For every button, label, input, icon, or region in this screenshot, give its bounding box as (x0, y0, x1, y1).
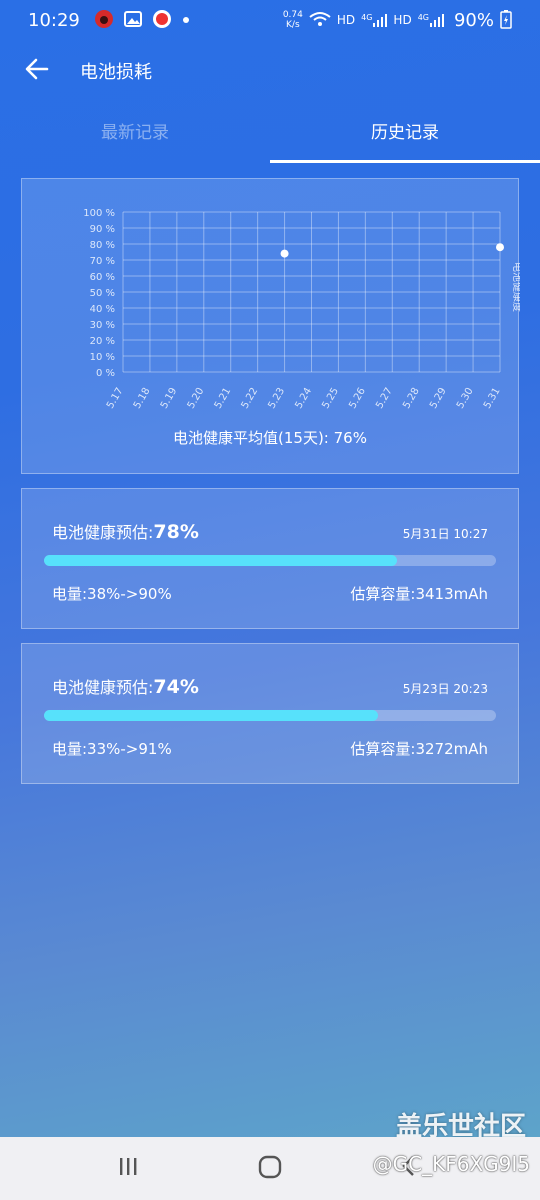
y-tick-label: 0 % (96, 368, 115, 379)
net-speed: 0.74 K/s (283, 10, 303, 30)
y-tick-label: 30 % (90, 320, 115, 331)
chart-card: 0 % 10 % 20 % 30 % 40 % 50 % 60 % 70 % 80 % 90 % 1… (21, 178, 520, 474)
health-record-card: 电池健康预估:78% 5月31日 10:27 电量:38%->90% 估算容量:… (21, 488, 519, 629)
notification-app-icon-2 (152, 9, 172, 32)
hd-label-1: HD (336, 13, 356, 27)
notification-app-icon (94, 9, 114, 32)
x-tick-label: 5.18 (132, 386, 153, 411)
y-tick-label: 50 % (90, 288, 115, 299)
chevron-left-icon (402, 1156, 414, 1176)
more-notifications-dot-icon (182, 13, 190, 27)
x-tick-label: 5.22 (240, 386, 261, 411)
battery-percent: 90% (453, 9, 494, 31)
x-tick-label: 5.31 (482, 386, 503, 411)
home-button[interactable] (258, 1155, 282, 1183)
user-watermark: @GC_KF6XG9I5 (372, 1152, 530, 1176)
y-tick-label: 90 % (90, 224, 115, 235)
x-tick-label: 5.20 (186, 386, 207, 411)
y-tick-label: 70 % (90, 256, 115, 267)
y-tick-label: 20 % (90, 336, 115, 347)
x-tick-label: 5.26 (347, 386, 368, 411)
app-bar: 电池损耗 (0, 48, 540, 92)
health-estimate-value: 78% (153, 521, 199, 543)
tab-history-records[interactable]: 历史记录 (371, 123, 439, 143)
battery-charging-icon (500, 9, 512, 32)
x-tick-label: 5.24 (293, 386, 314, 411)
data-point (496, 243, 504, 252)
x-tick-label: 5.28 (401, 386, 422, 411)
estimated-capacity: 估算容量:3272mAh (350, 740, 488, 758)
network-type-1: 4G (361, 13, 373, 22)
net-speed-unit: K/s (286, 20, 300, 30)
net-speed-value: 0.74 (282, 10, 303, 20)
hd-label-2: HD (393, 13, 412, 27)
recent-apps-icon (120, 1158, 137, 1175)
recent-apps-button[interactable] (118, 1155, 140, 1181)
status-time: 10:29 (28, 9, 80, 31)
y-tick-label: 100 % (83, 208, 115, 219)
health-estimate-label: 电池健康预估: (52, 678, 154, 697)
health-progress-fill (44, 710, 379, 721)
health-progress-bar (44, 555, 496, 566)
back-button[interactable] (22, 54, 52, 84)
x-tick-label: 5.21 (213, 386, 234, 411)
y-tick-label: 40 % (90, 304, 115, 315)
charge-range: 电量:38%->90% (52, 585, 172, 603)
active-tab-indicator (270, 160, 540, 163)
average-health-label: 电池健康平均值(15天): 76% (173, 429, 367, 447)
charge-range: 电量:33%->91% (52, 740, 172, 758)
x-tick-label: 5.25 (320, 386, 341, 411)
tab-latest-records[interactable]: 最新记录 (101, 123, 169, 143)
signal-icon-1: 4G (361, 13, 388, 27)
status-bar: 10:29 0.74 K/s HD 4G HD 4G 90% (0, 0, 540, 40)
x-tick-label: 5.17 (105, 386, 126, 411)
y-tick-label: 80 % (90, 240, 115, 251)
battery-health-chart: 0 % 10 % 20 % 30 % 40 % 50 % 60 % 70 % 80 % 90 % 1… (83, 208, 520, 411)
gallery-icon (123, 10, 142, 31)
x-tick-label: 5.29 (428, 386, 449, 411)
x-tick-label: 5.27 (374, 386, 395, 411)
health-progress-bar (44, 710, 496, 721)
estimated-capacity: 估算容量:3413mAh (350, 585, 488, 603)
status-right-group: 0.74 K/s HD 4G HD 4G 90% (283, 9, 512, 32)
navigation-bar: @GC_KF6XG9I5 (0, 1137, 540, 1200)
health-estimate-value: 74% (153, 676, 199, 698)
arrow-left-icon (25, 58, 49, 80)
health-progress-fill (44, 555, 397, 566)
data-point (280, 249, 289, 258)
x-tick-label: 5.23 (267, 386, 288, 411)
back-nav-button[interactable] (398, 1155, 420, 1181)
y-tick-label: 60 % (90, 272, 115, 283)
x-tick-label: 5.30 (455, 386, 476, 411)
health-estimate: 电池健康预估:78% (52, 519, 199, 543)
health-estimate-label: 电池健康预估: (52, 523, 154, 542)
tab-bar: 最新记录 历史记录 (0, 110, 540, 163)
health-record-card: 电池健康预估:74% 5月23日 20:23 电量:33%->91% 估算容量:… (21, 643, 519, 784)
home-icon (258, 1155, 282, 1179)
health-estimate: 电池健康预估:74% (52, 674, 199, 698)
signal-icon-2: 4G (418, 13, 444, 27)
page-title: 电池损耗 (80, 62, 152, 83)
y-tick-label: 10 % (90, 352, 115, 363)
record-timestamp: 5月23日 20:23 (402, 682, 488, 696)
wifi-icon (309, 11, 331, 30)
record-timestamp: 5月31日 10:27 (402, 527, 488, 541)
x-tick-label: 5.19 (159, 386, 180, 411)
network-type-2: 4G (417, 13, 429, 22)
y-axis-label: 电池健康度 (511, 262, 520, 312)
